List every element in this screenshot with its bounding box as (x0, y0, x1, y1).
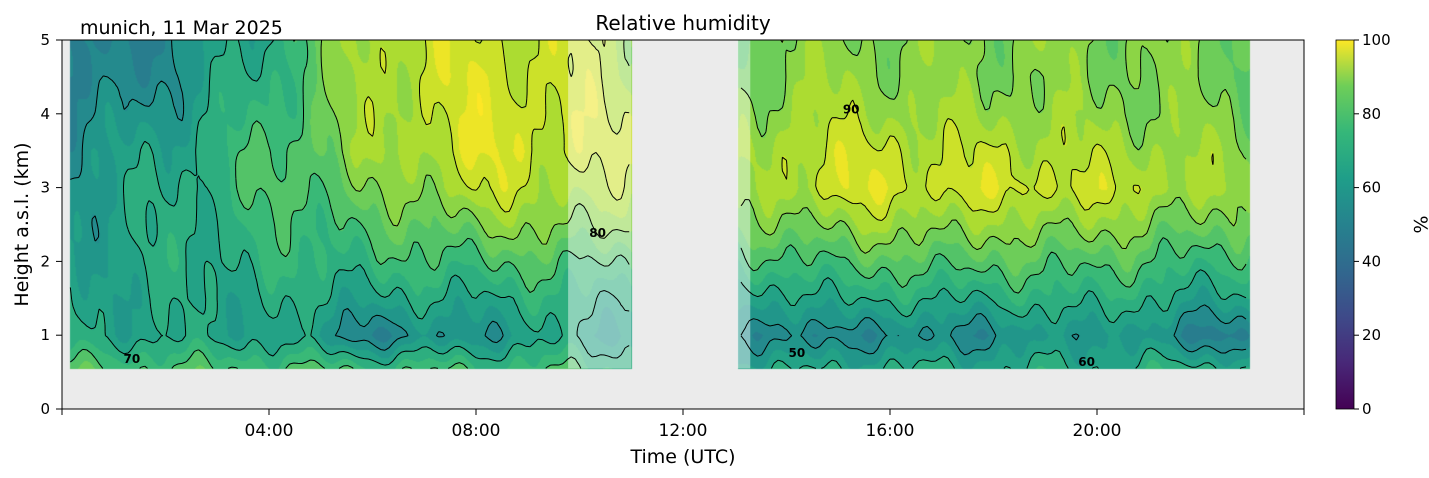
faded-interval-1 (737, 40, 751, 369)
contour-label-4: 60 (1078, 355, 1095, 369)
x-axis-label: Time (UTC) (629, 446, 735, 468)
contour-label-2: 90 (843, 103, 860, 117)
contour-line-60 (69, 40, 1247, 369)
contour-label-0: 70 (124, 352, 141, 366)
x-tick-label-1: 04:00 (245, 421, 294, 441)
y-tick-label-5: 5 (40, 31, 50, 49)
contour-line-80 (320, 40, 1247, 254)
y-tick-label-3: 3 (40, 179, 50, 197)
contour-label-1: 80 (589, 226, 606, 240)
colorbar-tick-label-2: 40 (1362, 252, 1381, 270)
colorbar-tick-label-3: 60 (1362, 179, 1381, 197)
y-tick-label-1: 1 (40, 326, 50, 344)
colorbar-tick-label-0: 0 (1362, 400, 1372, 418)
x-axis-ticks: 04:00 08:00 12:00 16:00 20:00 (61, 409, 1305, 441)
colorbar-tick-label-1: 20 (1362, 326, 1381, 344)
y-axis-ticks: 0 1 2 3 4 5 (40, 31, 62, 418)
contour-line-90 (364, 40, 1214, 221)
contour-labels: 70 80 90 50 60 (124, 103, 1095, 369)
x-tick-label-3: 12:00 (659, 421, 708, 441)
contour-line-50 (70, 40, 1247, 357)
colorbar (1335, 39, 1355, 410)
x-tick-label-4: 16:00 (866, 421, 915, 441)
colorbar-ticks: 0 20 40 60 80 100 (1354, 31, 1391, 418)
location-date-label: munich, 11 Mar 2025 (80, 17, 283, 39)
contour-line-70 (70, 40, 1247, 369)
y-axis-label: Height a.s.l. (km) (11, 142, 33, 306)
x-tick-label-2: 08:00 (452, 421, 501, 441)
y-tick-label-2: 2 (40, 252, 50, 270)
y-tick-label-0: 0 (40, 400, 50, 418)
x-tick-label-5: 20:00 (1073, 421, 1122, 441)
colorbar-tick-label-5: 100 (1362, 31, 1391, 49)
colorbar-tick-label-4: 80 (1362, 105, 1381, 123)
contour-lines (69, 40, 1247, 369)
y-tick-label-4: 4 (40, 105, 50, 123)
chart-title: Relative humidity (595, 11, 770, 35)
contour-label-3: 50 (788, 346, 805, 360)
colorbar-label: % (1409, 215, 1429, 233)
heatmap-image (62, 40, 1304, 409)
